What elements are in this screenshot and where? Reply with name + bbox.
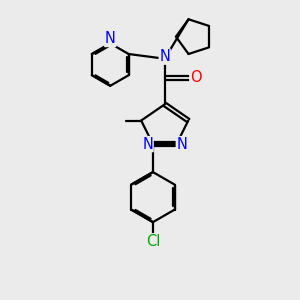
Text: Cl: Cl xyxy=(146,234,160,249)
Text: N: N xyxy=(142,136,153,152)
Text: N: N xyxy=(176,136,187,152)
Text: N: N xyxy=(159,49,170,64)
Text: N: N xyxy=(105,32,116,46)
Text: O: O xyxy=(190,70,202,86)
